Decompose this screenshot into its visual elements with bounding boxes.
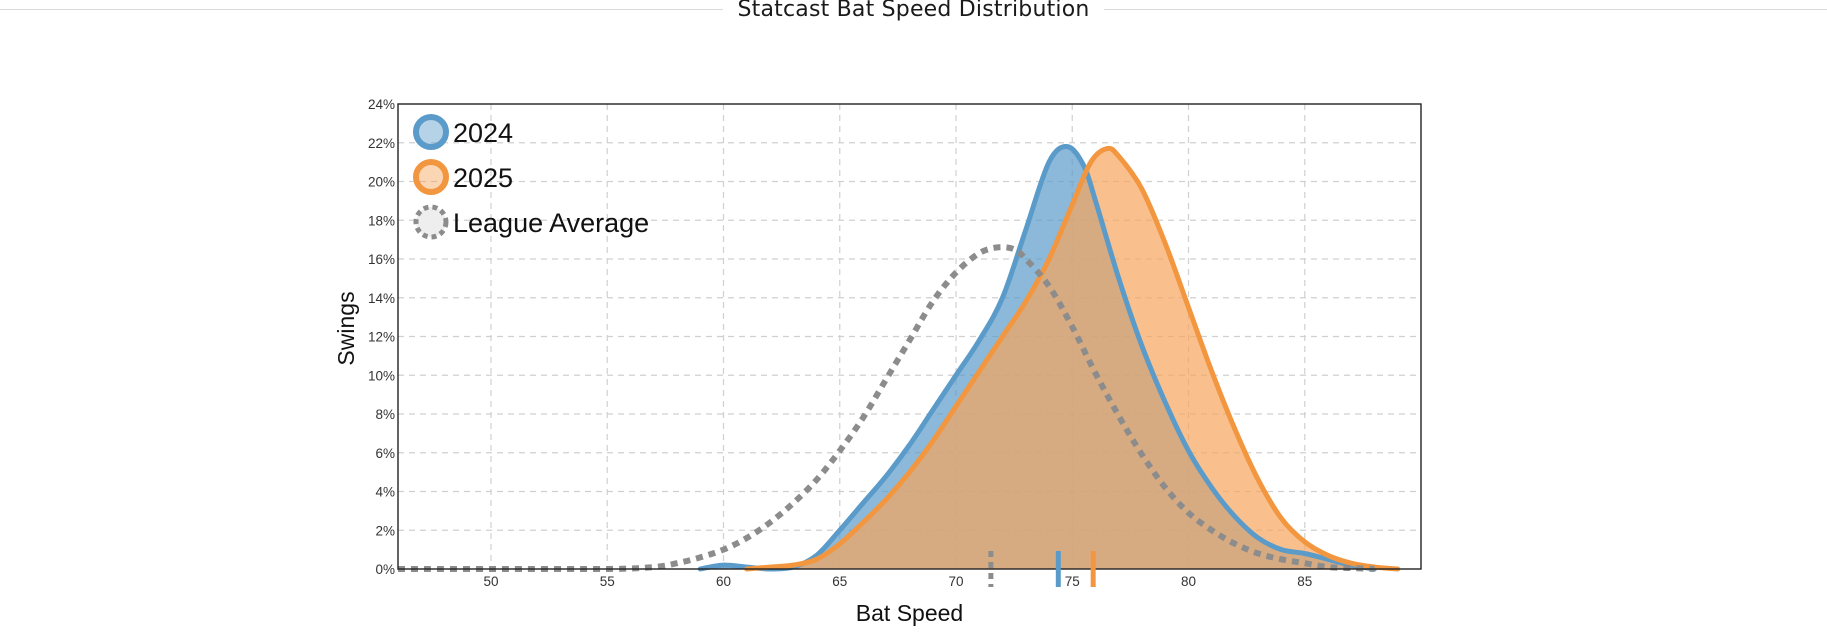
x-tick-label: 50: [483, 574, 498, 589]
legend-marker-2025: [413, 159, 449, 195]
y-tick-label: 14%: [368, 291, 395, 306]
y-tick-label: 6%: [375, 446, 395, 461]
legend-label-2025: 2025: [453, 163, 513, 193]
x-tick-labels: 50 55 60 65 70 75 80 85: [483, 574, 1312, 589]
x-tick-label: 75: [1065, 574, 1080, 589]
grid: [398, 104, 1421, 569]
y-tick-label: 22%: [368, 136, 395, 151]
x-axis-label: Bat Speed: [856, 600, 963, 626]
line-2025: [744, 145, 1401, 572]
y-tick-label: 2%: [375, 523, 395, 538]
y-tick-label: 16%: [368, 252, 395, 267]
y-tick-label: 4%: [375, 485, 395, 500]
x-tick-label: 55: [600, 574, 615, 589]
average-markers: [988, 551, 1096, 587]
area-2025: [746, 148, 1398, 570]
y-axis-label: Swings: [333, 291, 359, 365]
x-tick-label: 60: [716, 574, 731, 589]
line-2024: [697, 144, 1377, 572]
line-league-average: [398, 244, 1375, 573]
legend-label-league-average: League Average: [453, 208, 649, 238]
chart-title: Statcast Bat Speed Distribution: [723, 0, 1104, 22]
legend: 2024 2025 League Average: [413, 114, 649, 240]
series-lines: [398, 144, 1401, 573]
y-tick-label: 10%: [368, 368, 395, 383]
title-rule-right: [1096, 9, 1827, 10]
legend-marker-league-average: [413, 204, 449, 240]
legend-label-2024: 2024: [453, 118, 513, 148]
y-tick-label: 0%: [375, 562, 395, 577]
chart-title-wrap: Statcast Bat Speed Distribution: [0, 0, 1827, 22]
y-tick-label: 8%: [375, 407, 395, 422]
x-tick-label: 85: [1297, 574, 1312, 589]
y-tick-labels: 0% 2% 4% 6% 8% 10% 12% 14% 16% 18% 20% 22% 24%: [368, 97, 395, 577]
y-tick-label: 18%: [368, 213, 395, 228]
legend-marker-2024: [413, 114, 449, 150]
y-tick-label: 20%: [368, 175, 395, 190]
x-tick-label: 70: [948, 574, 963, 589]
y-tick-label: 12%: [368, 330, 395, 345]
series-areas: [700, 146, 1398, 570]
x-tick-label: 65: [832, 574, 847, 589]
y-tick-label: 24%: [368, 97, 395, 112]
plot-frame: [397, 103, 1422, 570]
x-tick-label: 80: [1181, 574, 1196, 589]
title-rule-left: [0, 9, 724, 10]
